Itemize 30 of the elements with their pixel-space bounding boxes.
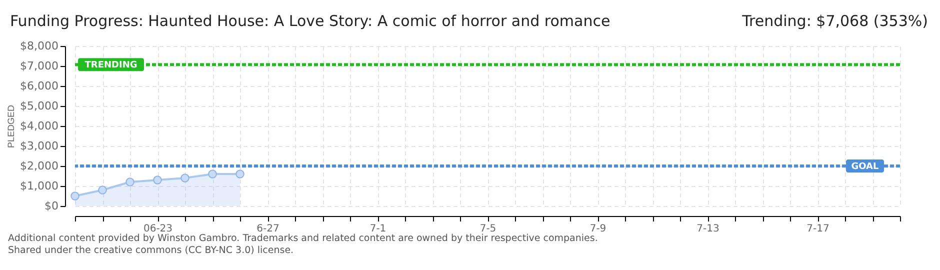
ref-line-label: GOAL: [851, 162, 880, 172]
y-tick-label: $1,000: [20, 180, 58, 192]
x-tick-label: 6-27: [256, 224, 280, 234]
point: [208, 170, 217, 178]
y-tick-label: $2,000: [20, 160, 58, 172]
point: [236, 170, 244, 178]
point: [70, 192, 80, 200]
text: Shared under the creative commons (CC BY-NC 3.0) license.: [8, 245, 295, 257]
y-tick-label: $5,000: [20, 100, 58, 112]
point: [180, 174, 190, 182]
point: [153, 176, 162, 184]
x-tick-label: 7-5: [480, 224, 496, 234]
y-tick-label: $7,000: [20, 60, 58, 72]
x-tick-label: 7-1: [370, 224, 386, 234]
ref-line-label: TRENDING: [84, 60, 138, 71]
y-tick-label: $4,000: [20, 120, 58, 132]
chart-subtitle: Trending: $7,068 (353%): [742, 12, 928, 32]
y-tick-label: $3,000: [20, 140, 58, 152]
y-tick-label: $8,000: [20, 40, 58, 52]
point: [98, 186, 107, 194]
x-tick-label: 7-17: [806, 224, 830, 234]
x-tick-label: 7-13: [696, 224, 720, 234]
y-axis-title: PLEDGED: [6, 104, 16, 148]
x-tick-label: 06-23: [143, 224, 173, 234]
x-tick-label: 7-9: [590, 224, 606, 234]
y-tick-label: $6,000: [20, 80, 58, 92]
text: Additional content provided by Winston Gambro. Trademarks and related content are owned by their respective companies.: [8, 233, 599, 245]
y-tick-label: $0: [44, 200, 58, 212]
chart-title: Funding Progress: Haunted House: A Love Story: A comic of horror and romance: [10, 12, 610, 32]
point: [126, 178, 134, 186]
